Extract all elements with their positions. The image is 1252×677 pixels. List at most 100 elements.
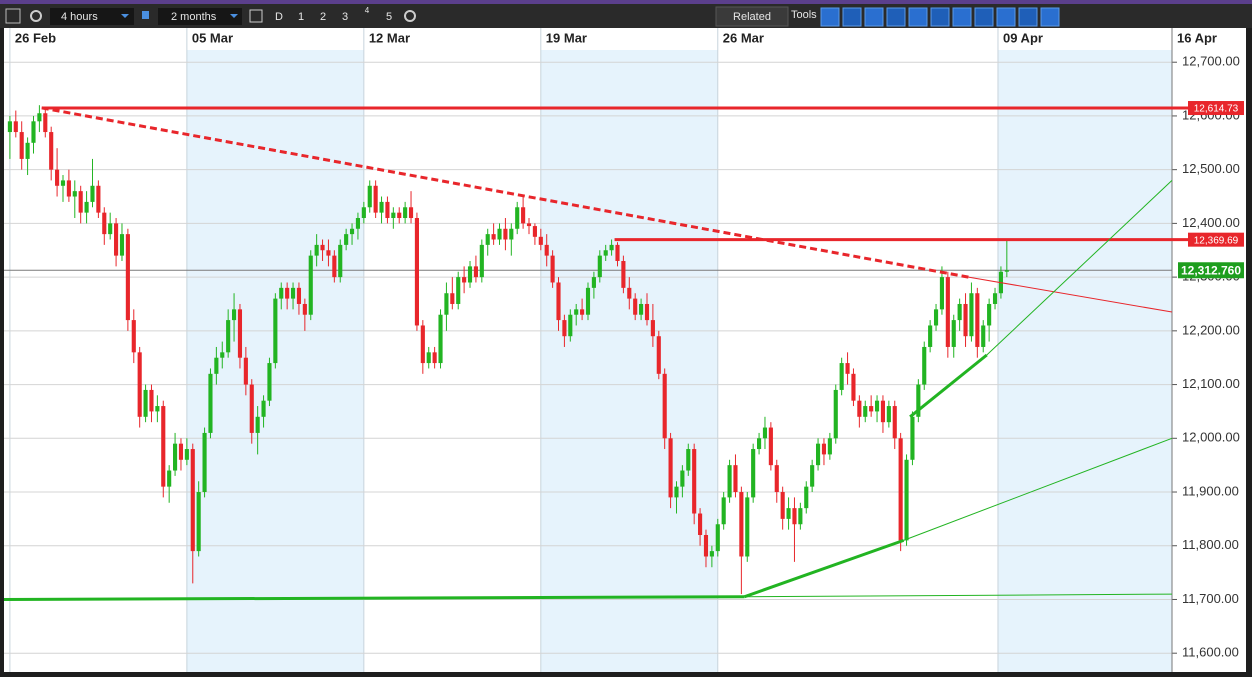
candle-body xyxy=(698,513,703,535)
y-tick-label: 12,100.00 xyxy=(1182,376,1240,391)
x-tick-label: 16 Apr xyxy=(1177,30,1217,45)
menu-icon[interactable] xyxy=(5,8,21,24)
range-dropdown[interactable] xyxy=(158,8,242,25)
candle-body xyxy=(874,400,880,412)
candle-body xyxy=(633,298,638,315)
x-tick-label: 05 Mar xyxy=(192,30,233,45)
y-tick-label: 12,000.00 xyxy=(1182,430,1240,445)
settings-icon[interactable] xyxy=(30,10,42,22)
candle-body xyxy=(509,228,514,240)
candle-body xyxy=(60,180,66,186)
candle-body xyxy=(686,449,691,471)
candle-body xyxy=(751,449,756,498)
lock-icon[interactable] xyxy=(142,11,149,19)
level-label-box xyxy=(1188,232,1244,247)
candle-body xyxy=(314,244,319,256)
tool-icon[interactable] xyxy=(820,7,840,27)
candle-body xyxy=(249,384,254,433)
interval: 4 hours xyxy=(61,11,98,23)
settings-icon[interactable] xyxy=(404,10,416,22)
candle-body xyxy=(963,303,968,337)
tool-icon[interactable] xyxy=(864,7,884,27)
range: 2 months xyxy=(171,11,217,23)
candle-body xyxy=(904,459,909,541)
tool-icon[interactable] xyxy=(842,7,862,27)
candle-body xyxy=(833,389,838,439)
candle-body xyxy=(845,363,850,374)
candle-body xyxy=(220,352,225,358)
candle-body xyxy=(521,207,526,224)
candle-body xyxy=(786,508,791,519)
tool-icon[interactable] xyxy=(930,7,950,27)
x-tick-label: 26 Mar xyxy=(723,30,764,45)
tool-icon[interactable] xyxy=(1040,7,1060,27)
calendar-icon[interactable] xyxy=(249,9,263,23)
x-tick-label: 09 Apr xyxy=(1003,30,1043,45)
interval-dropdown[interactable] xyxy=(50,8,134,25)
candle-body xyxy=(131,320,136,353)
candle-body xyxy=(125,234,130,321)
candle-body xyxy=(72,191,77,197)
candle-body xyxy=(379,201,384,213)
candle-body xyxy=(462,277,467,283)
candle-body xyxy=(414,218,419,326)
candle-body xyxy=(639,303,644,315)
toolbar-button[interactable]: 1 xyxy=(298,11,304,23)
candle-body xyxy=(1004,270,1009,272)
toolbar-button[interactable]: D xyxy=(275,11,283,23)
candle-body xyxy=(25,142,30,159)
candle-body xyxy=(391,212,396,219)
toolbar-button[interactable]: 2 xyxy=(320,11,326,23)
candle-body xyxy=(296,287,302,304)
trendline xyxy=(744,593,1173,598)
toolbar-button[interactable]: 4 xyxy=(365,6,370,15)
toolbar-button[interactable]: 3 xyxy=(342,11,348,23)
candle-body xyxy=(231,309,237,321)
candle-body xyxy=(214,357,219,374)
candle-body xyxy=(768,427,773,466)
dropdown-arrow xyxy=(230,14,238,18)
candle-body xyxy=(473,266,478,278)
candle-body xyxy=(84,201,89,213)
tool-icon[interactable] xyxy=(952,7,972,27)
tool-icon[interactable] xyxy=(908,7,928,27)
related-button[interactable] xyxy=(715,6,789,27)
candle-body xyxy=(66,180,71,197)
candle-body xyxy=(279,287,284,299)
tool-icon[interactable] xyxy=(886,7,906,27)
candle-body xyxy=(432,352,437,364)
candle-body xyxy=(727,465,732,498)
candle-body xyxy=(355,218,361,229)
candle-body xyxy=(975,293,980,347)
candle-body xyxy=(544,244,549,256)
candle-body xyxy=(916,384,921,417)
tool-icon[interactable] xyxy=(996,7,1016,27)
candle-body xyxy=(951,320,956,347)
trendline xyxy=(986,180,1173,356)
trendline xyxy=(3,595,745,601)
toolbar-button[interactable]: 5 xyxy=(386,11,392,23)
tool-icon[interactable] xyxy=(1018,7,1038,27)
tool-icon[interactable] xyxy=(974,7,994,27)
candle-body xyxy=(49,132,54,170)
candle-body xyxy=(444,293,449,315)
candle-body xyxy=(320,244,325,251)
last-price-box xyxy=(1178,262,1244,279)
x-tick-label: 12 Mar xyxy=(369,30,410,45)
candle-body xyxy=(603,250,608,256)
related-label: Related xyxy=(733,11,771,23)
candle-body xyxy=(108,223,113,235)
candle-body xyxy=(344,234,349,245)
candle-body xyxy=(939,277,945,310)
dropdown-arrow xyxy=(121,14,129,18)
candle-body xyxy=(615,244,620,261)
candle-body xyxy=(798,508,803,525)
trendline xyxy=(903,437,1173,541)
candle-body xyxy=(815,443,821,466)
candle-body xyxy=(167,470,172,487)
candle-body xyxy=(792,508,797,525)
candle-body xyxy=(739,492,744,557)
candle-body xyxy=(485,234,490,245)
candle-body xyxy=(37,113,42,122)
candle-body xyxy=(733,465,738,493)
